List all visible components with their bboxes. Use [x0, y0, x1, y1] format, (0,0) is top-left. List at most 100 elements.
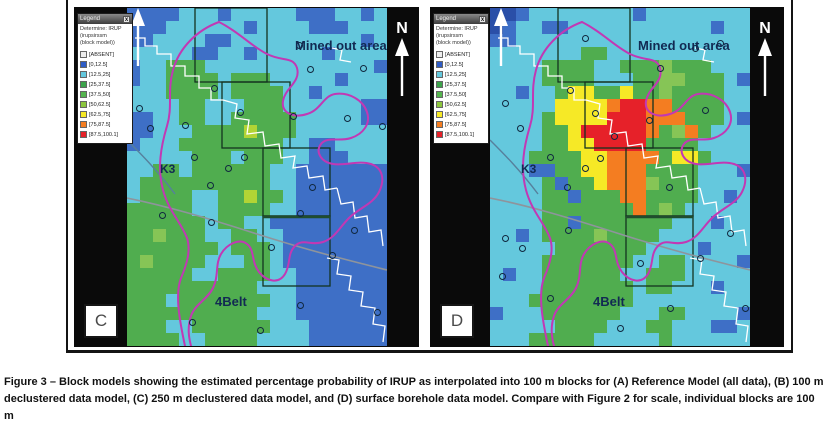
legend-entry: [62.5,75] — [80, 110, 130, 120]
map-block-cell — [568, 112, 582, 126]
legend-entry-label: [62.5,75] — [89, 111, 111, 118]
map-block-cell — [270, 125, 284, 139]
borehole-marker-icon — [666, 184, 673, 191]
map-block-cell — [711, 294, 725, 308]
legend-entry: [0,12.5] — [436, 60, 486, 70]
legend-swatch — [436, 131, 443, 139]
map-block-cell — [322, 203, 336, 217]
map-block-cell — [685, 8, 699, 22]
map-block-cell — [361, 268, 375, 282]
map-block-cell — [374, 281, 387, 295]
map-block-cell — [724, 294, 738, 308]
legend-entry-label: [75,87.5] — [445, 121, 467, 128]
map-block-cell — [529, 320, 543, 334]
map-block-cell — [581, 281, 595, 295]
map-block-cell — [490, 164, 504, 178]
map-block-cell — [218, 320, 232, 334]
map-block-cell — [374, 99, 387, 113]
map-block-cell — [490, 320, 504, 334]
borehole-marker-icon — [374, 309, 381, 316]
legend-subtitle-line: (irupsirssm — [80, 32, 107, 39]
map-block-cell — [529, 125, 543, 139]
map-block-cell — [516, 8, 530, 22]
map-block-cell — [568, 47, 582, 61]
figure-caption: Figure 3 – Block models showing the esti… — [4, 376, 824, 423]
map-block-cell — [166, 125, 180, 139]
map-block-cell — [322, 60, 336, 74]
map-block-cell — [257, 307, 271, 321]
map-block-cell — [698, 203, 712, 217]
map-block-cell — [542, 190, 556, 204]
map-block-cell — [633, 86, 647, 100]
map-block-cell — [361, 281, 375, 295]
map-block-cell — [257, 112, 271, 126]
map-block-cell — [244, 8, 258, 22]
map-block-cell — [698, 320, 712, 334]
map-block-cell — [309, 281, 323, 295]
map-block-cell — [140, 268, 154, 282]
map-block-cell — [646, 294, 660, 308]
borehole-marker-icon — [717, 40, 724, 47]
borehole-marker-icon — [547, 154, 554, 161]
map-block-cell — [672, 34, 686, 48]
map-block-cell — [361, 320, 375, 334]
map-block-cell — [672, 125, 686, 139]
map-block-cell — [322, 268, 336, 282]
map-block-cell — [309, 164, 323, 178]
close-icon[interactable]: x — [123, 15, 130, 23]
map-block-cell — [737, 242, 750, 256]
map-block-cell — [322, 125, 336, 139]
map-block-cell — [646, 333, 660, 346]
map-block-cell — [335, 151, 349, 165]
map-block-cell — [205, 60, 219, 74]
map-block-cell — [620, 151, 634, 165]
map-block-cell — [659, 86, 673, 100]
map-block-cell — [516, 73, 530, 87]
map-block-cell — [633, 73, 647, 87]
map-block-cell — [529, 34, 543, 48]
map-block-cell — [296, 60, 310, 74]
map-block-cell — [529, 138, 543, 152]
map-block-cell — [335, 294, 349, 308]
map-block-cell — [503, 164, 517, 178]
legend-swatch — [80, 131, 87, 139]
map-block-cell — [192, 190, 206, 204]
map-block-cell — [218, 229, 232, 243]
map-block-cell — [257, 125, 271, 139]
map-block-cell — [503, 190, 517, 204]
map-block-cell — [685, 99, 699, 113]
map-block-cell — [179, 99, 193, 113]
map-block-cell — [309, 21, 323, 35]
map-block-cell — [309, 307, 323, 321]
map-block-cell — [490, 229, 504, 243]
map-block-cell — [581, 229, 595, 243]
map-block-cell — [231, 125, 245, 139]
map-block-cell — [672, 177, 686, 191]
map-block-cell — [140, 281, 154, 295]
map-block-cell — [361, 8, 375, 22]
map-block-cell — [594, 86, 608, 100]
map-block-cell — [309, 268, 323, 282]
legend-swatch — [80, 61, 87, 69]
map-block-cell — [244, 216, 258, 230]
map-block-cell — [166, 34, 180, 48]
map-block-cell — [205, 242, 219, 256]
map-block-cell — [374, 255, 387, 269]
map-block-cell — [166, 333, 180, 346]
map-block-cell — [296, 86, 310, 100]
map-block-cell — [737, 216, 750, 230]
map-block-cell — [503, 86, 517, 100]
map-block-cell — [140, 112, 154, 126]
map-block-cell — [581, 151, 595, 165]
map-block-cell — [179, 86, 193, 100]
map-block-cell — [555, 307, 569, 321]
close-icon[interactable]: x — [479, 15, 486, 23]
map-block-cell — [309, 216, 323, 230]
map-block-cell — [374, 294, 387, 308]
map-block-cell — [659, 21, 673, 35]
legend-entry: [12.5,25] — [436, 70, 486, 80]
map-block-cell — [555, 151, 569, 165]
map-block-cell — [140, 8, 154, 22]
map-block-cell — [620, 307, 634, 321]
map-block-cell — [737, 138, 750, 152]
